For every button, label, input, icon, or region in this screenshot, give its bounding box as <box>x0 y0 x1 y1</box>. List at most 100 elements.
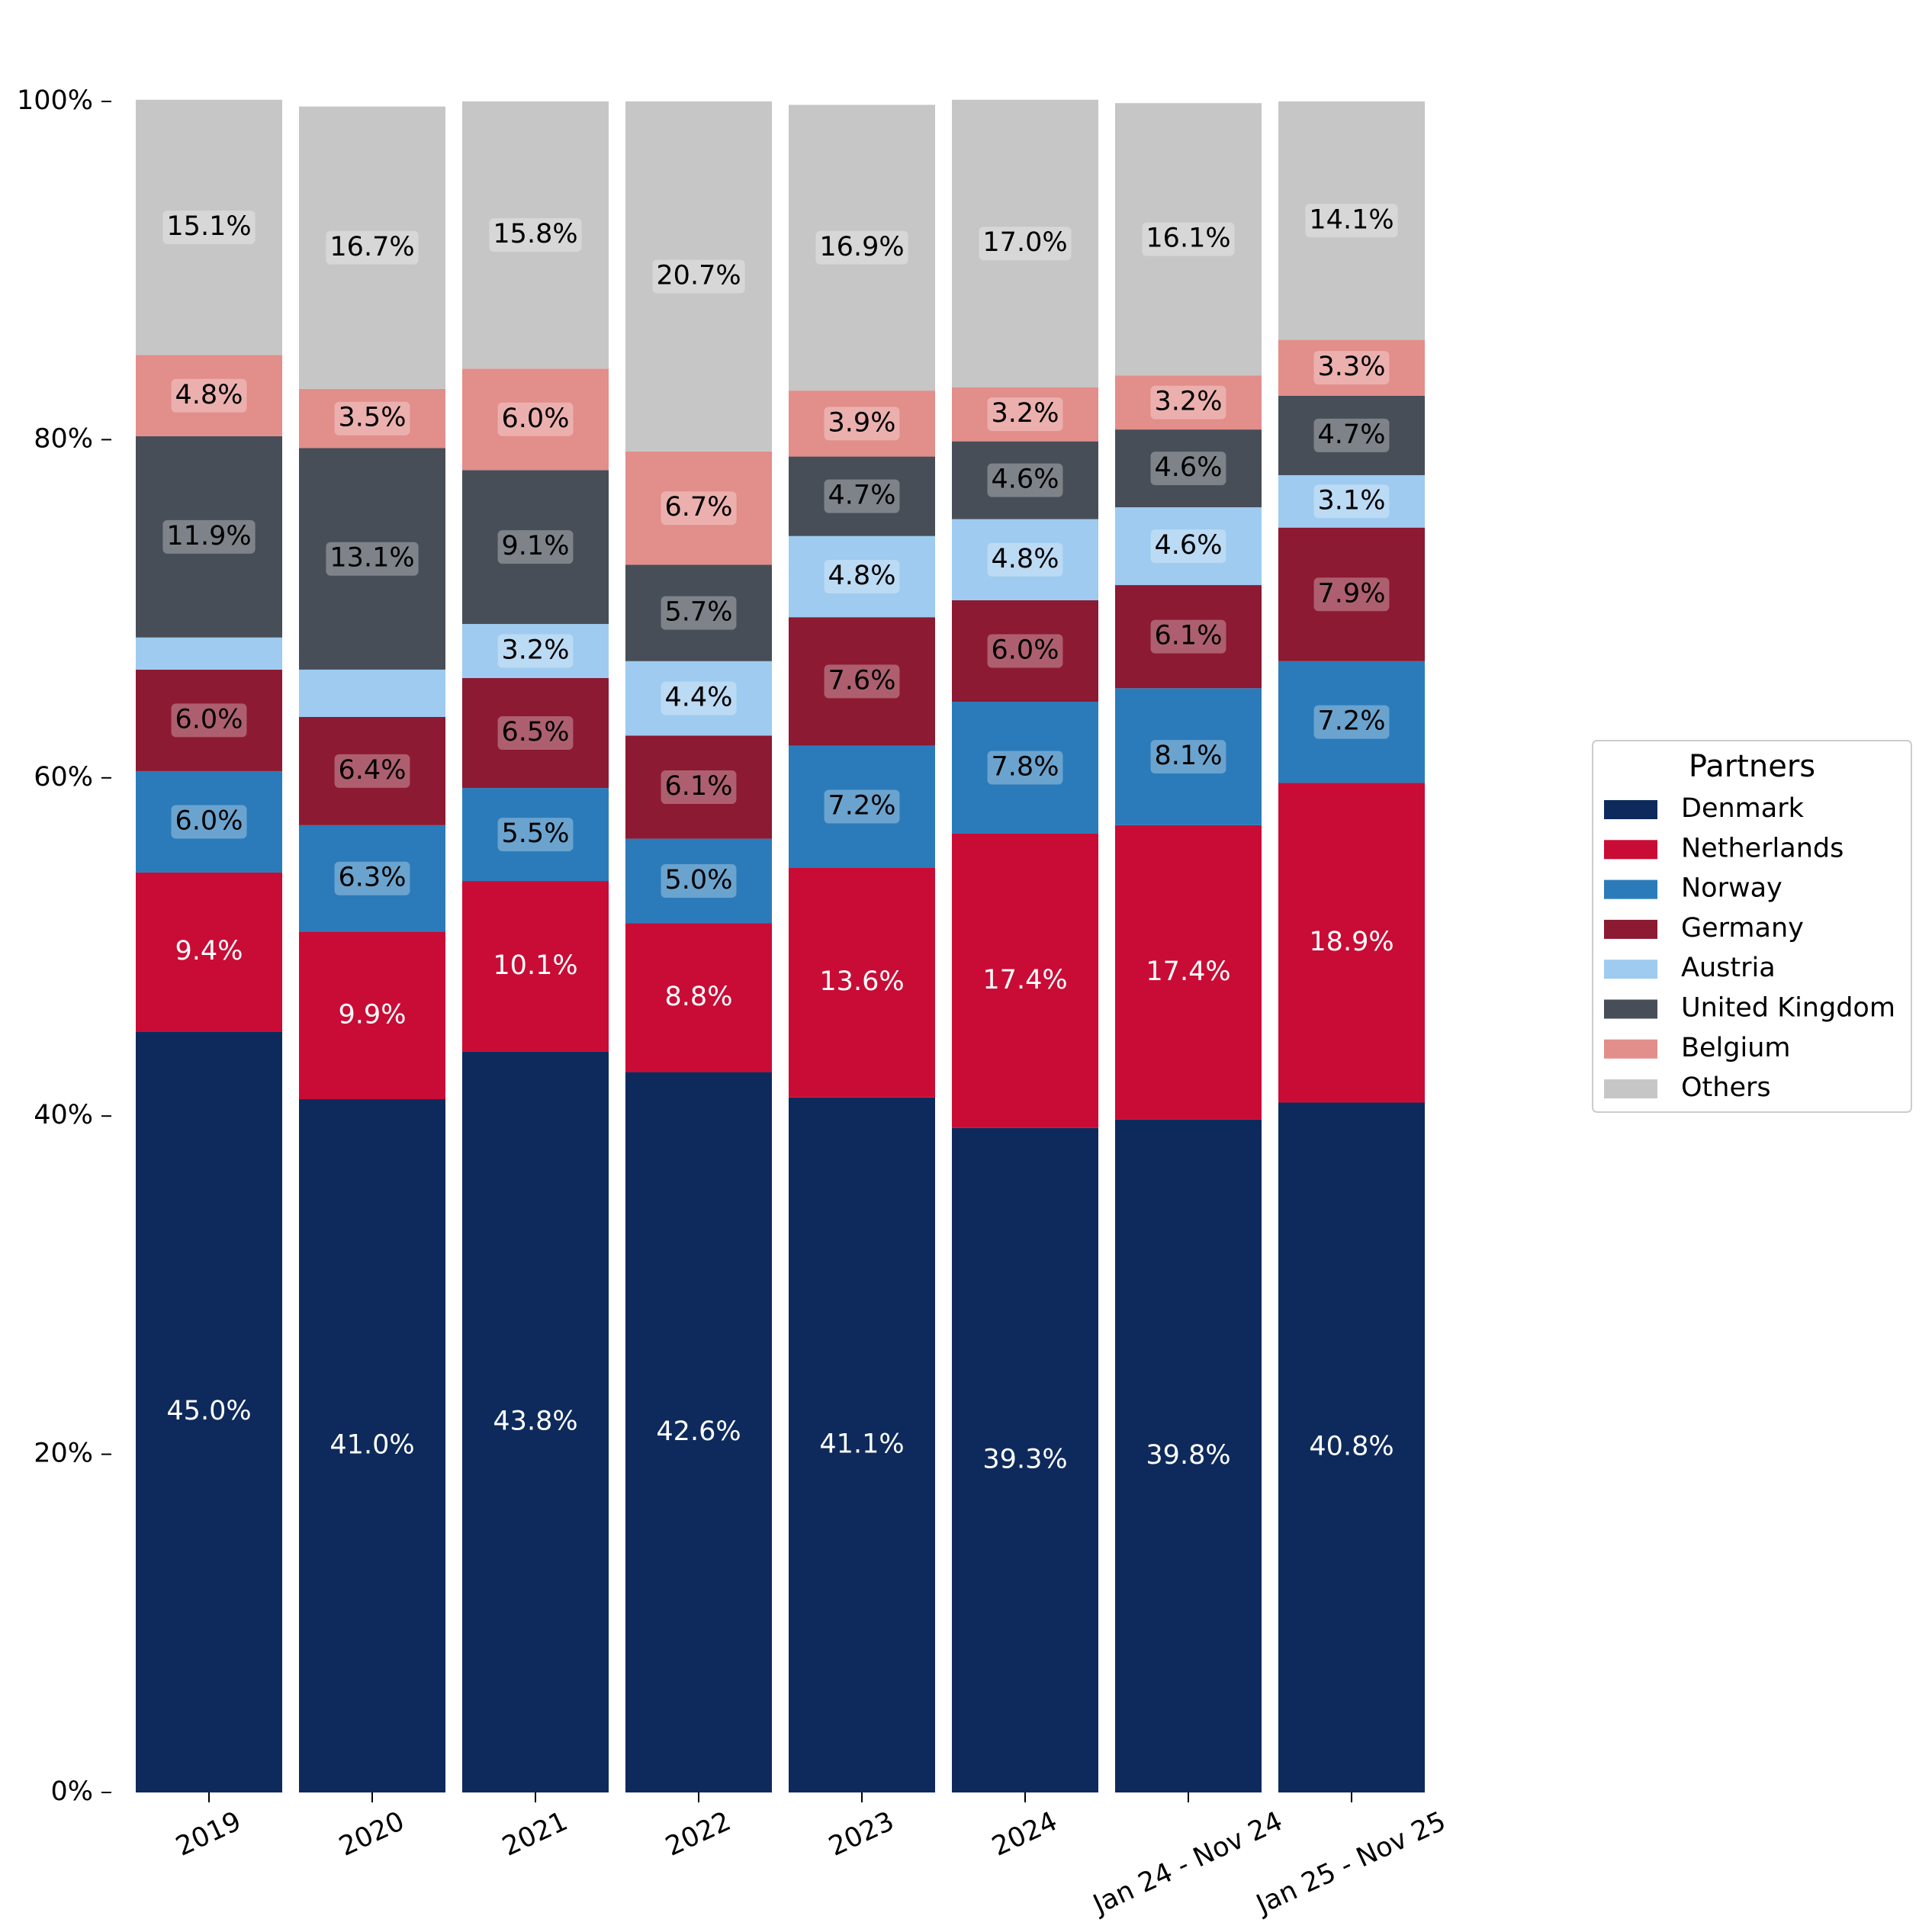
data-label: 7.9% <box>1318 578 1386 609</box>
bar-segment <box>462 1051 609 1792</box>
data-label-box <box>987 751 1063 785</box>
data-label-box <box>661 596 737 630</box>
y-tick-label: 60% <box>34 762 93 792</box>
data-label-group: 41.0% <box>330 1430 414 1461</box>
bar-segment <box>952 387 1098 442</box>
data-label: 20.7% <box>656 260 741 291</box>
data-label-box <box>824 479 900 513</box>
y-tick-label: 80% <box>34 423 93 454</box>
data-label-group: 20.7% <box>652 259 745 294</box>
data-label: 39.8% <box>1146 1440 1230 1471</box>
data-label-group: 16.1% <box>1142 222 1235 256</box>
data-label: 15.1% <box>166 211 251 242</box>
bar-segment <box>299 716 445 825</box>
data-label-box <box>497 402 574 436</box>
bar-segment <box>136 872 282 1032</box>
data-label: 16.9% <box>819 232 904 262</box>
data-label-group: 13.6% <box>819 966 904 997</box>
data-label-group: 14.1% <box>1305 204 1398 238</box>
legend-label: Norway <box>1681 873 1783 904</box>
bar-segment <box>789 391 935 457</box>
data-label: 16.7% <box>330 232 414 262</box>
bar-segment <box>299 388 445 448</box>
bar-segment <box>136 669 282 771</box>
x-tick-label: 2019 <box>172 1806 246 1863</box>
data-label-group: 4.6% <box>1150 529 1226 564</box>
bar-segment <box>625 564 772 661</box>
data-label: 7.2% <box>1318 706 1386 737</box>
bar-segment <box>625 923 772 1072</box>
data-label-group: 7.2% <box>1313 705 1390 739</box>
bar-segment <box>299 1099 445 1792</box>
bar-segment <box>462 101 609 369</box>
bar-segment <box>1278 1102 1425 1792</box>
data-label-group: 6.1% <box>661 770 737 804</box>
legend-swatch <box>1604 1039 1657 1059</box>
data-label: 3.2% <box>502 635 570 666</box>
data-label-box <box>162 211 256 245</box>
legend-swatch <box>1604 999 1657 1019</box>
data-label-box <box>1313 351 1390 385</box>
data-label-box <box>171 805 247 839</box>
data-label-group: 45.0% <box>166 1396 251 1426</box>
x-tick-label: 2024 <box>988 1806 1062 1863</box>
data-label-group: 6.1% <box>1150 619 1226 654</box>
bar-segment <box>136 99 282 355</box>
bar-segment <box>1278 101 1425 340</box>
data-label: 11.9% <box>166 521 251 551</box>
data-label-group: 6.0% <box>497 402 574 436</box>
data-label: 17.4% <box>1146 956 1230 987</box>
legend-label: Austria <box>1681 953 1776 983</box>
data-label-box <box>497 634 574 668</box>
data-label-group: 6.0% <box>171 805 247 839</box>
data-label: 8.8% <box>665 982 733 1012</box>
data-label-group: 42.6% <box>656 1416 741 1447</box>
data-label: 9.4% <box>175 936 243 966</box>
bar-segment <box>625 1072 772 1792</box>
data-label: 4.7% <box>1318 420 1386 450</box>
data-label-box <box>489 218 582 252</box>
data-label-box <box>1313 705 1390 739</box>
data-label-group: 8.8% <box>665 982 733 1012</box>
legend-swatch <box>1604 800 1657 819</box>
bar-segment <box>625 451 772 565</box>
bar-segment <box>789 745 935 868</box>
data-label-group: 6.0% <box>171 703 247 738</box>
data-label: 13.6% <box>819 966 904 997</box>
data-label-group: 9.1% <box>497 530 574 564</box>
data-label: 4.6% <box>992 465 1059 495</box>
bar-segment <box>952 702 1098 834</box>
data-label-group: 9.4% <box>175 936 243 966</box>
bar-segment <box>789 867 935 1098</box>
legend-swatch <box>1604 1079 1657 1099</box>
data-label-group: 4.8% <box>987 542 1063 577</box>
data-label: 9.9% <box>339 999 407 1030</box>
data-label: 3.1% <box>1318 485 1386 516</box>
data-label-box <box>824 789 900 824</box>
data-label-group: 4.8% <box>824 559 900 593</box>
data-label-group: 5.7% <box>661 596 737 630</box>
data-label: 6.1% <box>1155 621 1223 651</box>
data-label-box <box>1150 619 1226 654</box>
data-label: 6.4% <box>339 755 407 786</box>
x-tick-label: 2020 <box>335 1806 410 1863</box>
data-label-group: 3.2% <box>1150 385 1226 420</box>
bar-segment <box>462 788 609 882</box>
data-label-group: 16.7% <box>326 230 419 265</box>
data-label: 5.7% <box>665 597 733 628</box>
legend-swatch <box>1604 960 1657 979</box>
data-label: 43.8% <box>493 1406 577 1436</box>
data-label: 3.9% <box>828 407 896 438</box>
data-label: 3.5% <box>339 403 407 433</box>
data-label-group: 10.1% <box>493 950 577 981</box>
data-label: 17.4% <box>982 965 1067 995</box>
data-label: 6.3% <box>339 863 407 893</box>
data-label-box <box>987 542 1063 577</box>
data-label-group: 7.8% <box>987 751 1063 785</box>
data-label: 6.0% <box>175 805 243 836</box>
data-label-group: 3.3% <box>1313 351 1390 385</box>
data-label-box <box>326 230 419 265</box>
legend-label: Others <box>1681 1072 1771 1103</box>
bar-segment <box>1278 474 1425 528</box>
data-label-box <box>497 716 574 751</box>
